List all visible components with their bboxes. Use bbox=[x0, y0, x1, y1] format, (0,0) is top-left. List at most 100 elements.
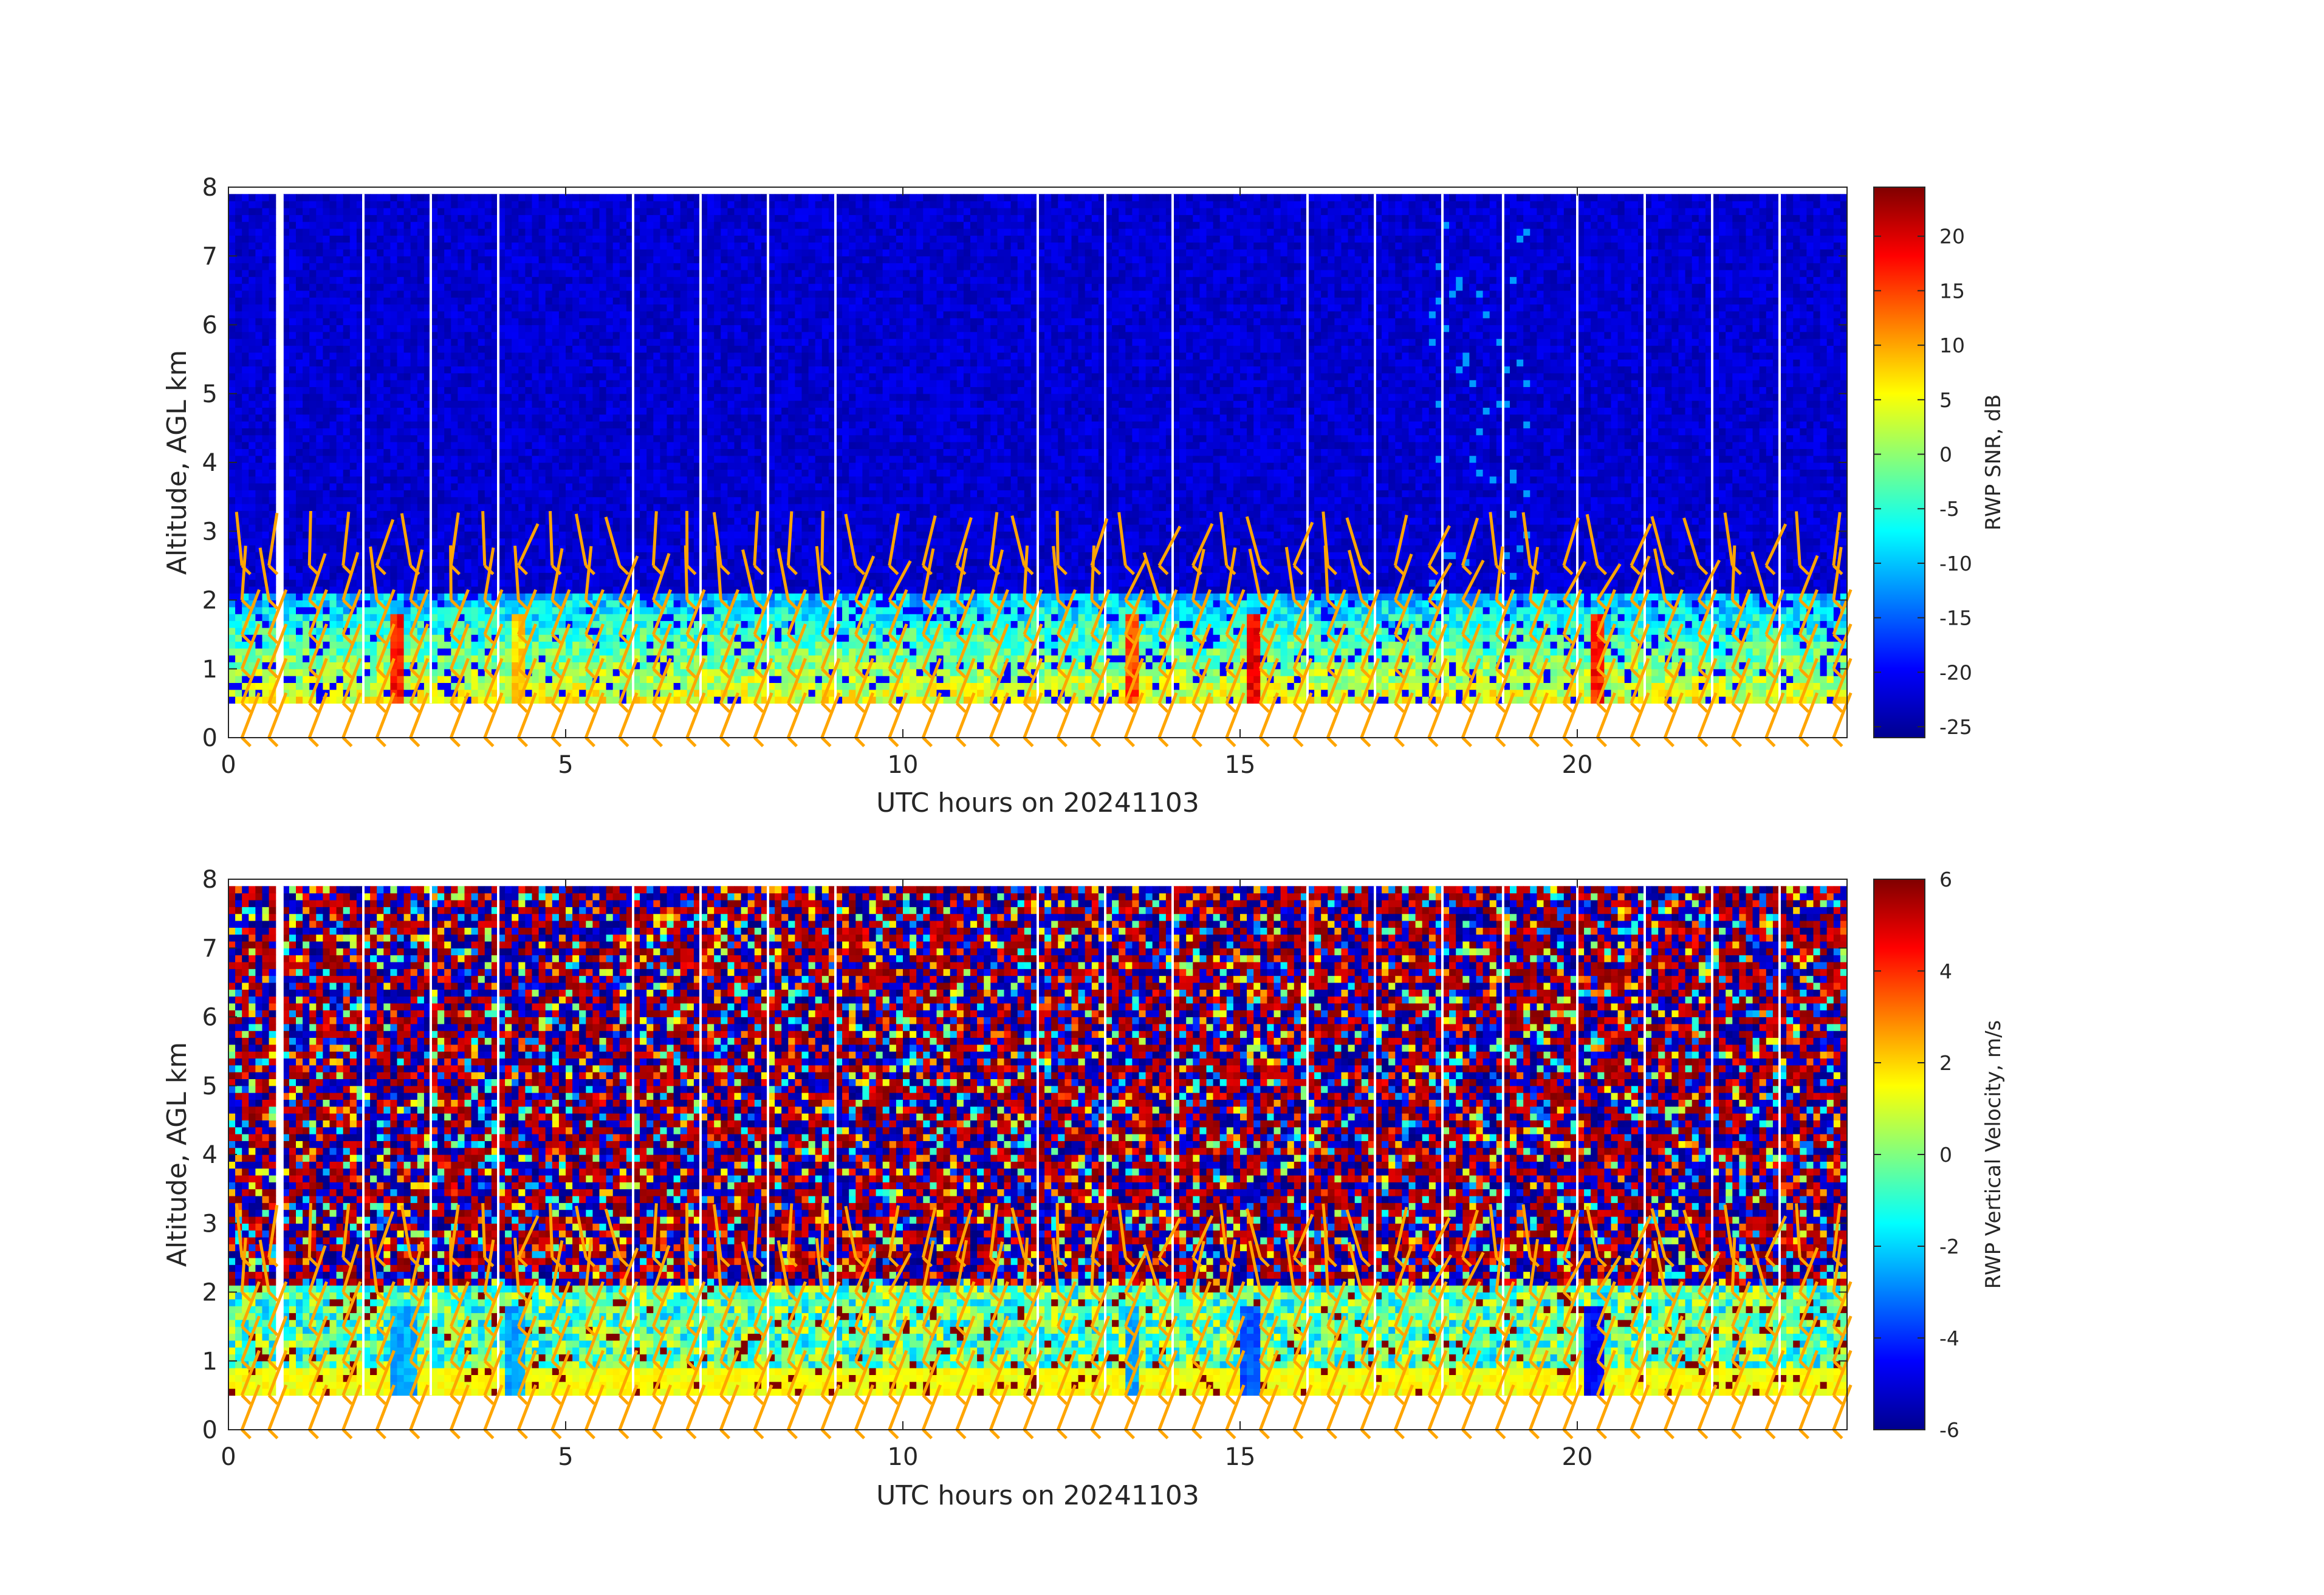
field-cell bbox=[255, 634, 263, 642]
field-cell bbox=[329, 648, 337, 656]
field-cell bbox=[262, 283, 270, 291]
field-cell bbox=[377, 262, 384, 270]
field-cell bbox=[417, 366, 425, 374]
field-cell bbox=[444, 331, 451, 339]
field-cell bbox=[329, 572, 337, 580]
field-cell bbox=[282, 668, 290, 676]
field-cell bbox=[363, 496, 371, 504]
field-cell bbox=[363, 407, 371, 415]
field-cell bbox=[673, 283, 681, 291]
field-cell bbox=[680, 558, 688, 566]
field-cell bbox=[680, 496, 688, 504]
field-cell bbox=[249, 544, 256, 552]
field-cell bbox=[538, 482, 546, 490]
field-cell bbox=[255, 552, 263, 560]
field-cell bbox=[269, 276, 276, 284]
field-cell bbox=[592, 421, 600, 428]
field-cell bbox=[552, 194, 560, 202]
field-cell bbox=[505, 482, 512, 490]
field-cell bbox=[370, 414, 377, 422]
field-cell bbox=[444, 593, 451, 601]
field-cell bbox=[471, 462, 479, 470]
field-cell bbox=[579, 579, 586, 587]
field-cell bbox=[249, 194, 256, 202]
field-cell bbox=[464, 372, 472, 380]
field-cell bbox=[444, 655, 451, 663]
field-cell bbox=[336, 586, 344, 594]
field-cell bbox=[349, 283, 357, 291]
field-cell bbox=[336, 503, 344, 511]
field-cell bbox=[329, 517, 337, 525]
field-cell bbox=[383, 352, 391, 360]
field-cell bbox=[612, 331, 620, 339]
field-cell bbox=[566, 448, 573, 456]
field-cell bbox=[680, 531, 688, 539]
field-cell bbox=[599, 565, 607, 573]
field-cell bbox=[303, 256, 310, 264]
field-cell bbox=[673, 269, 681, 277]
field-cell bbox=[377, 676, 384, 684]
field-cell bbox=[383, 393, 391, 401]
field-cell bbox=[552, 393, 560, 401]
field-cell bbox=[491, 496, 499, 504]
field-cell bbox=[532, 503, 540, 511]
field-cell bbox=[518, 310, 526, 318]
field-cell bbox=[498, 221, 506, 229]
field-cell bbox=[296, 310, 303, 318]
field-cell bbox=[498, 593, 506, 601]
field-cell bbox=[458, 345, 465, 353]
field-cell bbox=[552, 455, 560, 463]
field-cell bbox=[363, 544, 371, 552]
field-cell bbox=[377, 593, 384, 601]
field-cell bbox=[403, 400, 411, 408]
field-cell bbox=[558, 696, 566, 704]
field-cell bbox=[235, 648, 242, 656]
field-cell bbox=[316, 662, 323, 670]
field-cell bbox=[303, 297, 310, 305]
field-cell bbox=[518, 194, 526, 202]
field-cell bbox=[444, 338, 451, 346]
field-cell bbox=[478, 593, 485, 601]
field-cell bbox=[626, 689, 634, 697]
field-cell bbox=[323, 428, 331, 436]
field-cell bbox=[599, 448, 607, 456]
field-cell bbox=[403, 668, 411, 676]
field-cell bbox=[289, 565, 296, 573]
field-cell bbox=[640, 655, 647, 663]
field-cell bbox=[464, 517, 472, 525]
field-cell bbox=[249, 586, 256, 594]
field-cell bbox=[444, 283, 451, 291]
field-cell bbox=[377, 331, 384, 339]
field-cell bbox=[498, 276, 506, 284]
field-cell bbox=[377, 510, 384, 518]
field-cell bbox=[579, 531, 586, 539]
field-cell bbox=[336, 386, 344, 394]
field-cell bbox=[552, 682, 560, 690]
field-cell bbox=[356, 407, 364, 415]
field-cell bbox=[646, 544, 654, 552]
field-cell bbox=[377, 338, 384, 346]
field-cell bbox=[336, 235, 344, 243]
field-cell bbox=[599, 517, 607, 525]
field-cell bbox=[390, 372, 398, 380]
field-cell bbox=[235, 490, 242, 498]
field-cell bbox=[235, 221, 242, 229]
field-cell bbox=[444, 393, 451, 401]
field-cell bbox=[592, 689, 600, 697]
field-cell bbox=[491, 249, 499, 256]
field-cell bbox=[397, 352, 405, 360]
field-cell bbox=[403, 434, 411, 442]
field-cell bbox=[329, 442, 337, 449]
field-cell bbox=[660, 269, 668, 277]
field-cell bbox=[370, 201, 377, 208]
field-cell bbox=[437, 249, 445, 256]
field-cell bbox=[626, 207, 634, 215]
field-cell bbox=[336, 565, 344, 573]
field-cell bbox=[296, 462, 303, 470]
field-cell bbox=[410, 242, 418, 250]
field-cell bbox=[235, 448, 242, 456]
field-cell bbox=[451, 496, 458, 504]
field-cell bbox=[329, 565, 337, 573]
field-cell bbox=[464, 462, 472, 470]
field-cell bbox=[532, 400, 540, 408]
